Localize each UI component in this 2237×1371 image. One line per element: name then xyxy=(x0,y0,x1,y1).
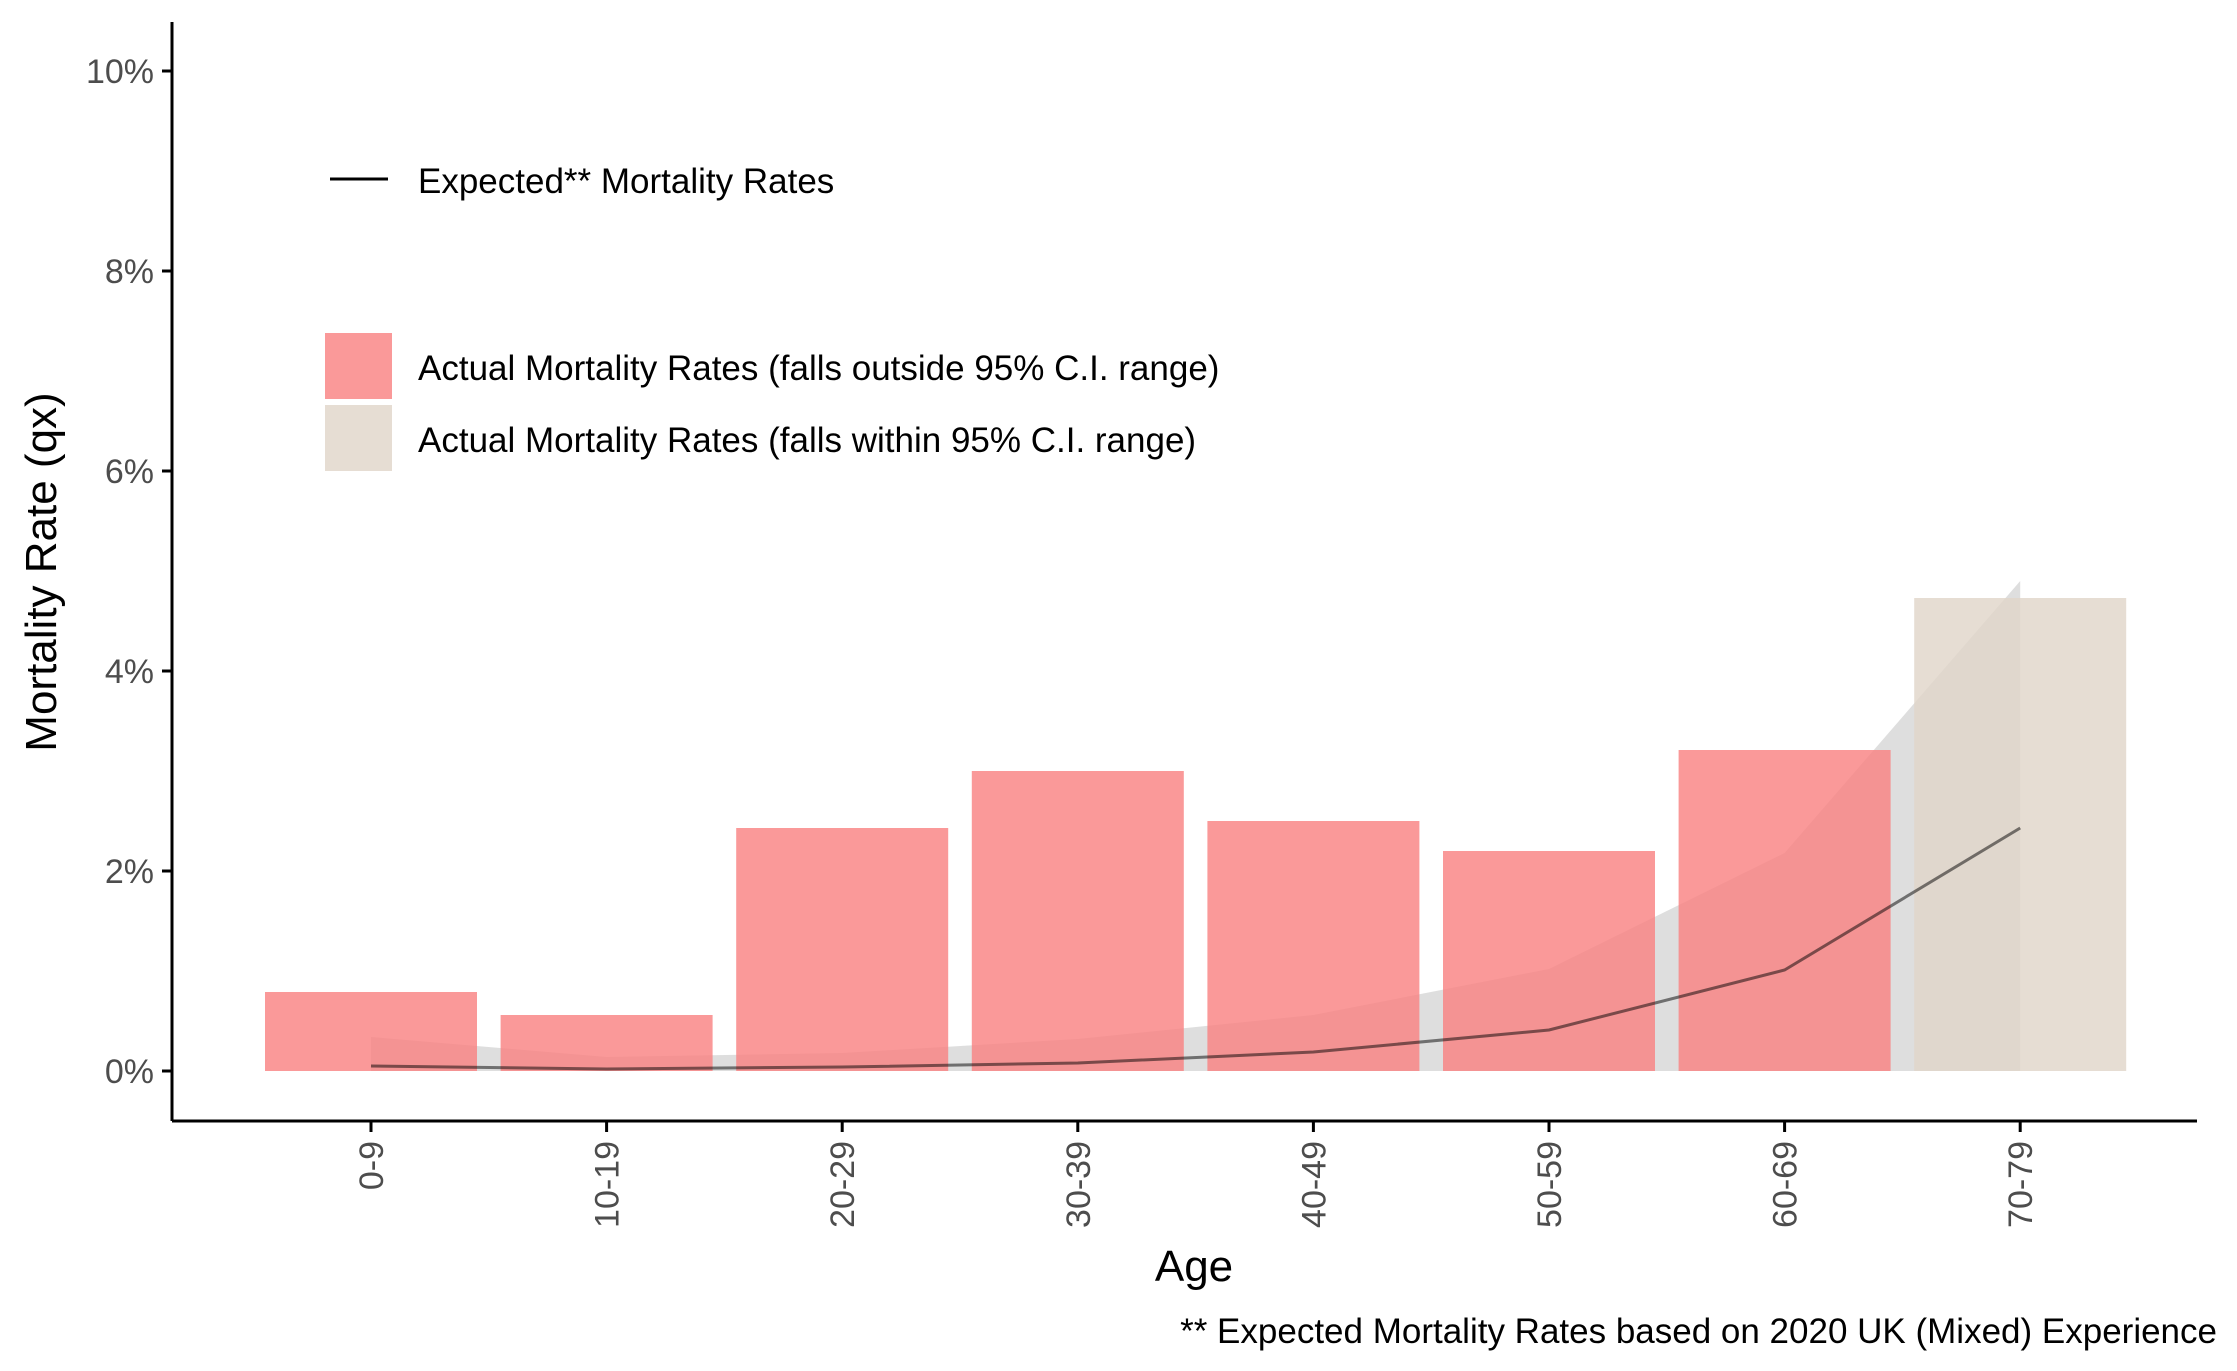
bar-60-69 xyxy=(1678,750,1891,1071)
caption: ** Expected Mortality Rates based on 202… xyxy=(1180,1312,2217,1351)
legend-line-label: Expected** Mortality Rates xyxy=(418,162,834,201)
legend-outside-key xyxy=(325,333,392,399)
bar-40-49 xyxy=(1207,821,1420,1071)
expected-line-path xyxy=(370,826,2021,1071)
bar-70-79 xyxy=(1914,598,2127,1071)
legend-within-key xyxy=(325,405,392,471)
x-tick-label: 40-49 xyxy=(1295,1141,1333,1228)
legend-within-label: Actual Mortality Rates (falls within 95%… xyxy=(418,421,1196,460)
x-tick-label: 50-59 xyxy=(1531,1141,1569,1228)
expected-line xyxy=(370,826,2021,1071)
y-tick-label: 0% xyxy=(105,1053,154,1091)
bar-10-19 xyxy=(500,1015,713,1071)
legend: Expected** Mortality Rates Actual Mortali… xyxy=(325,162,1219,471)
y-axis-title: Mortality Rate (qx) xyxy=(17,392,66,751)
x-tick-label: 60-69 xyxy=(1767,1141,1805,1228)
axes: 0% 2% 4% 6% 8% 10% 0-9 10-19 20-29 30-39 40-49 50-5… xyxy=(86,22,2197,1228)
legend-outside-label: Actual Mortality Rates (falls outside 95… xyxy=(418,349,1219,388)
y-tick-label: 6% xyxy=(105,453,154,491)
bar-20-29 xyxy=(736,828,949,1071)
bar-50-59 xyxy=(1443,851,1655,1071)
bar-0-9 xyxy=(265,992,477,1071)
x-axis-title: Age xyxy=(1155,1242,1233,1291)
y-tick-label: 8% xyxy=(105,253,154,291)
y-tick-label: 4% xyxy=(105,653,154,691)
y-tick-label: 2% xyxy=(105,853,154,891)
x-tick-label: 20-29 xyxy=(824,1141,862,1228)
x-tick-label: 70-79 xyxy=(2002,1141,2040,1228)
bar-30-39 xyxy=(971,771,1184,1071)
x-tick-label: 0-9 xyxy=(353,1141,391,1190)
y-tick-label: 10% xyxy=(86,53,154,91)
bars xyxy=(265,598,2127,1071)
x-tick-label: 30-39 xyxy=(1060,1141,1098,1228)
x-tick-label: 10-19 xyxy=(589,1141,627,1228)
